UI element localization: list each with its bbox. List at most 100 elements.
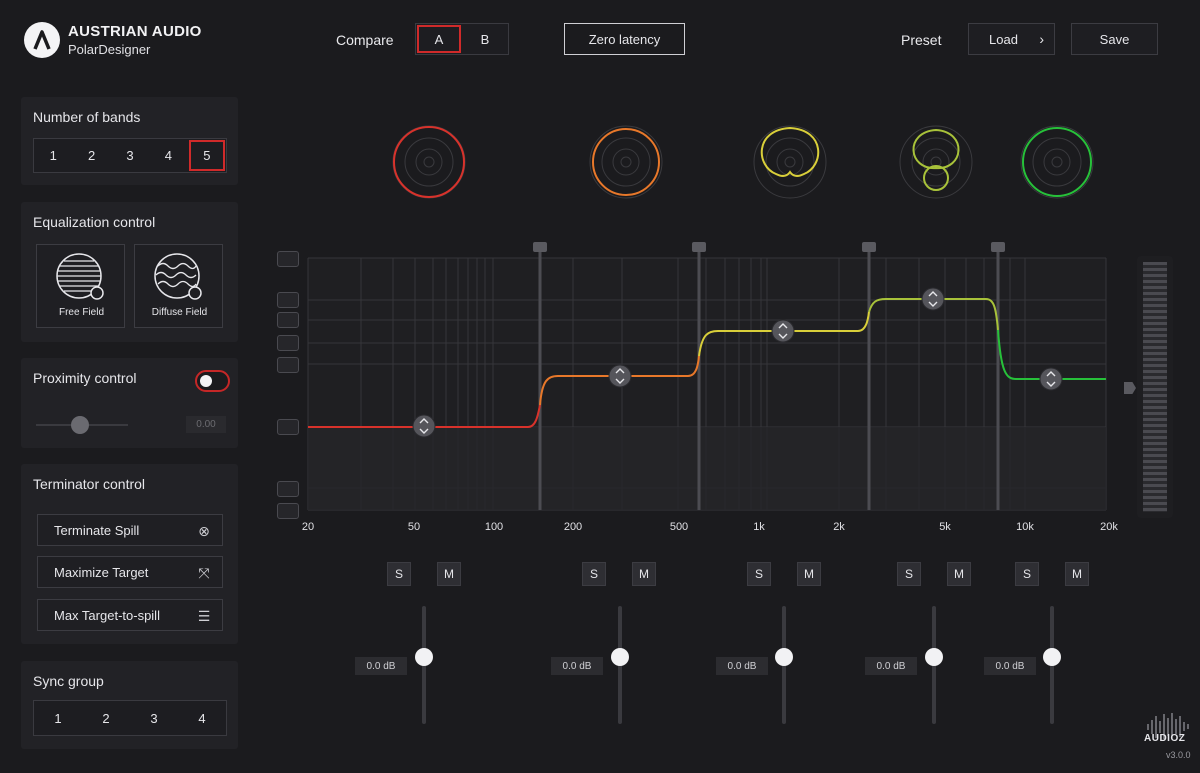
gain-slider-knob-band-5[interactable] <box>1043 648 1061 666</box>
polar-pattern-band-3[interactable] <box>753 125 827 199</box>
proximity-value[interactable]: 0.00 <box>186 416 226 433</box>
sync-group-4[interactable]: 4 <box>198 710 206 726</box>
crossover-handle-2 <box>692 242 706 252</box>
gain-value-band-2[interactable]: 0.0 dB <box>551 657 603 675</box>
terminate-spill-label: Terminate Spill <box>54 522 140 538</box>
solo-button-band-1[interactable]: S <box>387 562 411 586</box>
sync-group-3[interactable]: 3 <box>150 710 158 726</box>
checklist-icon: ☰ <box>197 608 211 624</box>
polar-patterns <box>392 125 1094 199</box>
equalization-panel: Equalization control Free Field Diffuse … <box>21 202 238 342</box>
terminator-panel: Terminator control Terminate Spill ⊗ Max… <box>21 464 238 644</box>
band-count-1[interactable]: 1 <box>49 148 57 163</box>
compare-toggle: A B <box>415 23 509 55</box>
compare-label: Compare <box>336 32 394 48</box>
proximity-toggle[interactable] <box>195 370 230 392</box>
band-curve-1 <box>308 404 541 428</box>
bands-title: Number of bands <box>33 109 141 125</box>
freq-label-20: 20 <box>301 521 315 533</box>
chevron-right-icon: › <box>1039 31 1044 47</box>
save-preset-button[interactable]: Save <box>1071 23 1158 55</box>
bands-panel: Number of bands 1 2 3 4 5 <box>21 97 238 185</box>
gain-slider-knob-band-2[interactable] <box>611 648 629 666</box>
proximity-slider-knob[interactable] <box>71 416 89 434</box>
supercardioid-pattern-icon[interactable] <box>277 312 299 328</box>
reverse-subcardioid-icon[interactable] <box>277 481 299 497</box>
freq-label-10k: 10k <box>1016 521 1034 533</box>
gain-value-band-3[interactable]: 0.0 dB <box>716 657 768 675</box>
band-count-3[interactable]: 3 <box>126 148 134 163</box>
max-target-to-spill-button[interactable]: Max Target-to-spill ☰ <box>37 599 223 631</box>
load-label: Load <box>989 31 1018 47</box>
gain-slider-knob-band-1[interactable] <box>415 648 433 666</box>
load-preset-button[interactable]: Load › <box>968 23 1055 55</box>
diffuse-field-icon <box>154 253 202 300</box>
mute-button-band-3[interactable]: M <box>797 562 821 586</box>
freq-label-1k: 1k <box>753 521 765 533</box>
band-count-5[interactable]: 5 <box>188 139 226 172</box>
polar-pattern-band-1[interactable] <box>392 125 466 199</box>
cardioid-pattern-icon[interactable] <box>277 335 299 351</box>
watermark-logo: AUDIOZ v3.0.0 <box>1140 712 1196 760</box>
sync-group-1[interactable]: 1 <box>54 710 62 726</box>
version-text: v3.0.0 <box>1166 750 1191 760</box>
meter-pointer-icon[interactable] <box>1124 382 1136 394</box>
sync-selector: 1 2 3 4 <box>33 700 227 736</box>
polar-pattern-band-4[interactable] <box>899 125 973 199</box>
band-count-4[interactable]: 4 <box>164 148 173 163</box>
mute-button-band-5[interactable]: M <box>1065 562 1089 586</box>
gain-slider-knob-band-4[interactable] <box>925 648 943 666</box>
solo-button-band-3[interactable]: S <box>747 562 771 586</box>
mute-button-band-1[interactable]: M <box>437 562 461 586</box>
mute-button-band-2[interactable]: M <box>632 562 656 586</box>
zero-latency-button[interactable]: Zero latency <box>564 23 685 55</box>
gain-value-band-5[interactable]: 0.0 dB <box>984 657 1036 675</box>
hypercardioid-pattern-icon[interactable] <box>277 292 299 308</box>
diffuse-field-button[interactable]: Diffuse Field <box>134 244 223 328</box>
mute-button-band-4[interactable]: M <box>947 562 971 586</box>
reverse-cardioid-icon[interactable] <box>277 503 299 519</box>
proximity-panel: Proximity control 0.00 <box>21 358 238 448</box>
output-level-meter <box>1137 256 1173 518</box>
austrian-audio-logo-icon <box>33 30 51 50</box>
crossover-handle-3 <box>862 242 876 252</box>
crossover-handle-1 <box>533 242 547 252</box>
sync-group-2[interactable]: 2 <box>102 710 110 726</box>
freq-label-5k: 5k <box>939 521 951 533</box>
gain-value-band-4[interactable]: 0.0 dB <box>865 657 917 675</box>
max-target-to-spill-label: Max Target-to-spill <box>54 607 160 623</box>
diffuse-field-label: Diffuse Field <box>151 307 208 318</box>
band-curve-5 <box>997 329 1106 380</box>
polar-pattern-band-5[interactable] <box>1020 125 1094 199</box>
preset-label: Preset <box>901 32 942 48</box>
band-handle-3 <box>771 319 795 343</box>
figure-eight-pattern-icon[interactable] <box>277 251 299 267</box>
compare-a-button[interactable]: A <box>416 24 462 54</box>
freq-label-50: 50 <box>407 521 421 533</box>
freq-label-200: 200 <box>563 521 583 533</box>
gain-value-band-1[interactable]: 0.0 dB <box>355 657 407 675</box>
brand-name: AUSTRIAN AUDIO <box>68 23 202 40</box>
solo-button-band-4[interactable]: S <box>897 562 921 586</box>
solo-button-band-2[interactable]: S <box>582 562 606 586</box>
compare-b-button[interactable]: B <box>480 31 490 47</box>
eq-graph[interactable] <box>300 240 1115 520</box>
gain-slider-knob-band-3[interactable] <box>775 648 793 666</box>
freq-label-100: 100 <box>484 521 504 533</box>
band-handle-5 <box>1039 367 1063 391</box>
terminator-title: Terminator control <box>33 476 146 492</box>
logo <box>24 22 60 58</box>
toggle-knob <box>200 375 212 387</box>
freq-label-500: 500 <box>669 521 689 533</box>
proximity-title: Proximity control <box>33 370 137 386</box>
polar-pattern-band-2[interactable] <box>589 125 663 199</box>
subcardioid-pattern-icon[interactable] <box>277 357 299 373</box>
freq-label-20k: 20k <box>1100 521 1118 533</box>
free-field-button[interactable]: Free Field <box>36 244 125 328</box>
band-count-2[interactable]: 2 <box>87 148 96 163</box>
maximize-target-button[interactable]: Maximize Target ⤧ <box>37 556 223 588</box>
terminate-spill-button[interactable]: Terminate Spill ⊗ <box>37 514 223 546</box>
free-field-icon <box>56 253 104 300</box>
solo-button-band-5[interactable]: S <box>1015 562 1039 586</box>
omni-pattern-icon[interactable] <box>277 419 299 435</box>
